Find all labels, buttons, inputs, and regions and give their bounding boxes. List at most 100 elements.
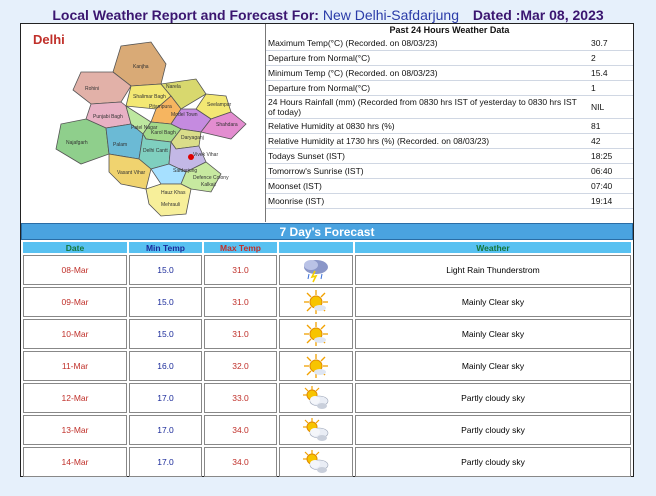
past-row: Relative Humidity at 0830 hrs (%) 81 (266, 118, 633, 134)
district-label: Hauz Khas (161, 190, 186, 196)
past-value: 42 (585, 133, 633, 149)
district-label: Pitampura (149, 104, 172, 110)
past-value: 18:25 (585, 148, 633, 164)
forecast-row: 14-Mar 17.0 34.0 Partly cloudy sky (23, 447, 631, 477)
forecast-panel: 7 Day's Forecast Date Min Temp Max Temp … (21, 223, 633, 479)
report-panel: Delhi (20, 23, 634, 477)
col-min-temp: Min Temp (129, 242, 202, 253)
forecast-weather: Partly cloudy sky (355, 447, 631, 477)
forecast-max-temp: 32.0 (204, 351, 277, 381)
past-label: 24 Hours Rainfall (mm) (Recorded from 08… (266, 95, 585, 119)
forecast-row: 12-Mar 17.0 33.0 Partly cloudy sky (23, 383, 631, 413)
forecast-date: 14-Mar (23, 447, 127, 477)
district-label: Seelampur (207, 102, 232, 108)
forecast-min-temp: 17.0 (129, 383, 202, 413)
past-row: 24 Hours Rainfall (mm) (Recorded from 08… (266, 95, 633, 119)
clear-sky-icon (279, 319, 353, 349)
forecast-date: 12-Mar (23, 383, 127, 413)
district-label: Kalkaji (201, 182, 216, 188)
district-label: Vasant Vihar (117, 170, 146, 176)
past-value: 19:14 (585, 193, 633, 209)
forecast-max-temp: 31.0 (204, 319, 277, 349)
past-row: Tomorrow's Sunrise (IST) 06:40 (266, 163, 633, 179)
forecast-max-temp: 34.0 (204, 415, 277, 445)
forecast-date: 11-Mar (23, 351, 127, 381)
col-max-temp: Max Temp (204, 242, 277, 253)
district-label: Delhi Cantt (143, 148, 168, 154)
forecast-max-temp: 31.0 (204, 255, 277, 285)
forecast-weather: Light Rain Thunderstrom (355, 255, 631, 285)
forecast-min-temp: 17.0 (129, 447, 202, 477)
district-labels: Kanjha Narela Rohini Shalimar Bagh Pitam… (66, 64, 238, 208)
col-icon (279, 242, 353, 253)
district-label: Rohini (85, 86, 99, 92)
past-value: 30.7 (585, 36, 633, 51)
forecast-weather: Partly cloudy sky (355, 415, 631, 445)
past-label: Moonset (IST) (266, 178, 585, 194)
forecast-min-temp: 16.0 (129, 351, 202, 381)
past-24h-panel: Past 24 Hours Weather Data Maximum Temp(… (266, 24, 633, 222)
clear-sky-icon (279, 351, 353, 381)
past-label: Departure from Normal(°C) (266, 50, 585, 66)
district-label: Kanjha (133, 64, 149, 70)
past-row: Departure from Normal(°C) 2 (266, 50, 633, 66)
district-label: Narela (166, 84, 181, 90)
forecast-date: 09-Mar (23, 287, 127, 317)
forecast-header-row: Date Min Temp Max Temp Weather (23, 242, 631, 253)
forecast-max-temp: 31.0 (204, 287, 277, 317)
past-label: Relative Humidity at 0830 hrs (%) (266, 118, 585, 134)
rain-thunder-icon (279, 255, 353, 285)
forecast-table: Date Min Temp Max Temp Weather 08-Mar 15.… (21, 240, 633, 479)
district-label: Najafgarh (66, 140, 88, 146)
forecast-min-temp: 15.0 (129, 287, 202, 317)
past-row: Moonset (IST) 07:40 (266, 178, 633, 194)
district-label: Shalimar Bagh (133, 94, 166, 100)
col-weather: Weather (355, 242, 631, 253)
past-value: NIL (585, 95, 633, 119)
district-map: Delhi (21, 24, 266, 222)
station-name: New Delhi-Safdarjung (322, 7, 460, 23)
past-row: Minimum Temp (°C) (Recorded. on 08/03/23… (266, 65, 633, 81)
forecast-row: 13-Mar 17.0 34.0 Partly cloudy sky (23, 415, 631, 445)
forecast-date: 10-Mar (23, 319, 127, 349)
past-24h-title: Past 24 Hours Weather Data (389, 25, 510, 35)
map-region-label: Delhi (33, 32, 65, 47)
forecast-row: 08-Mar 15.0 31.0 Light Rain Thunderstrom (23, 255, 631, 285)
forecast-date: 08-Mar (23, 255, 127, 285)
district-label: Karol Bagh (151, 130, 176, 136)
past-value: 06:40 (585, 163, 633, 179)
district-label: Vivek Vihar (193, 152, 218, 158)
past-row: Relative Humidity at 1730 hrs (%) (Recor… (266, 133, 633, 149)
clear-sky-icon (279, 287, 353, 317)
past-label: Minimum Temp (°C) (Recorded. on 08/03/23… (266, 65, 585, 81)
past-row: Departure from Normal(°C) 1 (266, 80, 633, 96)
forecast-weather: Mainly Clear sky (355, 319, 631, 349)
past-row: Maximum Temp(°C) (Recorded. on 08/03/23)… (266, 36, 633, 51)
district-label: Defence Colony (193, 175, 229, 181)
past-value: 07:40 (585, 178, 633, 194)
past-value: 81 (585, 118, 633, 134)
forecast-min-temp: 17.0 (129, 415, 202, 445)
district-label: Daryaganj (181, 135, 204, 141)
forecast-title: 7 Day's Forecast (21, 223, 633, 240)
col-date: Date (23, 242, 127, 253)
forecast-weather: Partly cloudy sky (355, 383, 631, 413)
district-label: Shahdara (216, 122, 238, 128)
forecast-weather: Mainly Clear sky (355, 287, 631, 317)
past-label: Relative Humidity at 1730 hrs (%) (Recor… (266, 133, 585, 149)
title-prefix: Local Weather Report and Forecast For: (52, 7, 319, 23)
forecast-weather: Mainly Clear sky (355, 351, 631, 381)
past-label: Maximum Temp(°C) (Recorded. on 08/03/23) (266, 36, 585, 51)
forecast-row: 10-Mar 15.0 31.0 Mainly Clear sky (23, 319, 631, 349)
partly-cloudy-icon (279, 415, 353, 445)
district-label: Mehrauli (161, 202, 180, 208)
past-label: Tomorrow's Sunrise (IST) (266, 163, 585, 179)
delhi-map-image: Kanjha Narela Rohini Shalimar Bagh Pitam… (55, 41, 247, 217)
past-label: Todays Sunset (IST) (266, 148, 585, 164)
partly-cloudy-icon (279, 447, 353, 477)
district-label: Patel Nagar (131, 125, 158, 131)
forecast-min-temp: 15.0 (129, 319, 202, 349)
past-row: Moonrise (IST) 19:14 (266, 193, 633, 209)
past-24h-table: Past 24 Hours Weather Data Maximum Temp(… (266, 24, 633, 209)
district-label: Palam (113, 142, 127, 148)
